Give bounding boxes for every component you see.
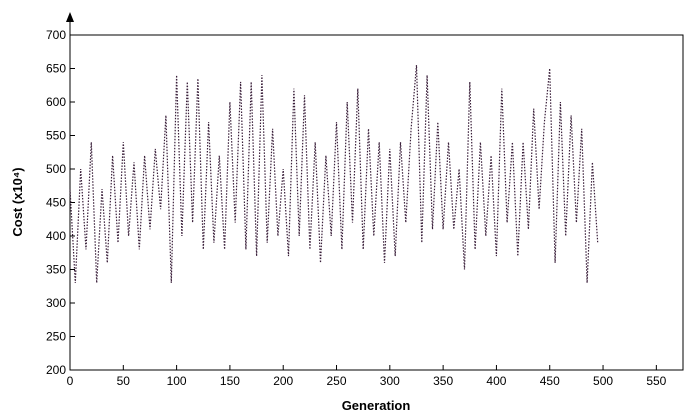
y-tick-label: 250 [46, 330, 66, 344]
x-tick-label: 450 [540, 374, 560, 388]
y-tick-label: 450 [46, 196, 66, 210]
y-tick-label: 350 [46, 263, 66, 277]
y-tick-label: 600 [46, 95, 66, 109]
x-tick-label: 100 [167, 374, 187, 388]
x-tick-label: 250 [327, 374, 347, 388]
y-tick-label: 200 [46, 363, 66, 377]
x-tick-label: 150 [220, 374, 240, 388]
x-tick-label: 300 [380, 374, 400, 388]
x-tick-label: 0 [67, 374, 74, 388]
x-tick-label: 550 [646, 374, 666, 388]
y-tick-label: 500 [46, 162, 66, 176]
y-tick-label: 550 [46, 129, 66, 143]
y-tick-label: 400 [46, 229, 66, 243]
cost-line [69, 65, 599, 283]
y-axis-title: Cost (x10⁴) [10, 167, 25, 236]
x-tick-label: 200 [273, 374, 293, 388]
x-tick-label: 500 [593, 374, 613, 388]
x-axis-title: Generation [342, 398, 411, 413]
y-tick-label: 700 [46, 28, 66, 42]
x-tick-label: 50 [117, 374, 131, 388]
x-tick-label: 400 [486, 374, 506, 388]
x-tick-label: 350 [433, 374, 453, 388]
y-tick-label: 300 [46, 296, 66, 310]
y-axis-arrow [66, 12, 74, 22]
y-tick-label: 650 [46, 62, 66, 76]
